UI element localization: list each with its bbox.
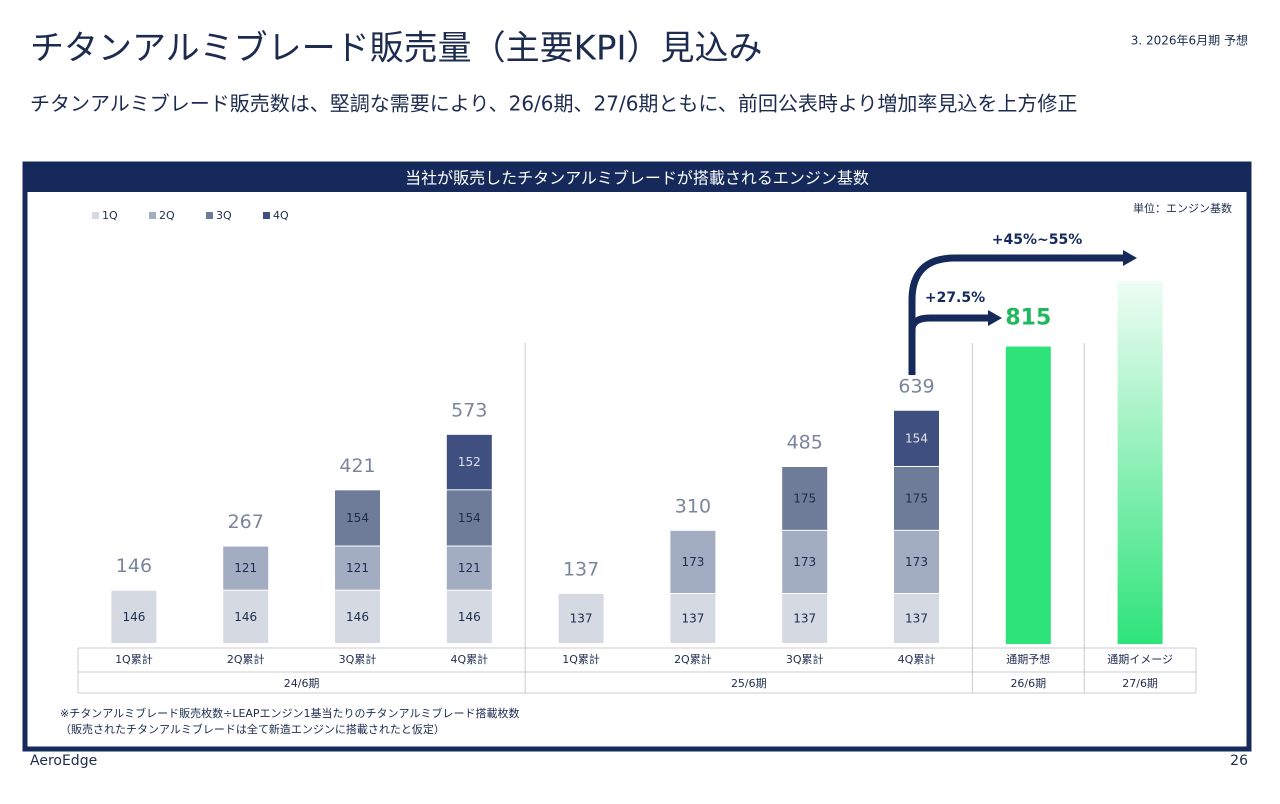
bar-segment (558, 593, 604, 643)
value-label: 152 (458, 455, 481, 469)
bar-segment (894, 410, 939, 466)
bar-segment (446, 490, 492, 546)
bar-segment (446, 434, 492, 490)
bar-segment (894, 466, 939, 530)
value-label: 146 (234, 610, 257, 624)
total-label: 421 (339, 455, 375, 477)
legend-label: 1Q (102, 209, 118, 222)
value-label: 121 (458, 561, 481, 575)
x-tick-label: 3Q累計 (786, 652, 824, 666)
bar-segment (446, 590, 492, 643)
bar-segment (223, 590, 269, 643)
arrow-head (1123, 250, 1137, 266)
value-label: 154 (458, 511, 481, 525)
value-label: 154 (346, 511, 369, 525)
legend-label: 3Q (216, 209, 232, 222)
bar-segment (446, 546, 492, 590)
total-label: 267 (228, 511, 264, 533)
x-tick-label: 1Q累計 (562, 652, 600, 666)
forecast-bar (1005, 346, 1051, 644)
bar-segment (782, 466, 828, 530)
x-tick-label: 通期予想 (1006, 652, 1050, 666)
bar-segment (782, 593, 828, 643)
bar-segment (894, 593, 939, 643)
total-label: 146 (116, 555, 152, 577)
value-label: 137 (681, 611, 704, 625)
x-tick-label: 4Q累計 (450, 652, 488, 666)
forecast-bar (1117, 280, 1163, 644)
bar-segment (335, 590, 380, 643)
section-label: 3. 2026年6月期 予想 (1131, 33, 1248, 48)
footnote: （販売されたチタンアルミブレードは全て新造エンジンに搭載されたと仮定） (60, 722, 445, 736)
group-label: 26/6期 (1010, 677, 1046, 690)
annotation: +45%~55% (992, 232, 1082, 248)
group-label: 27/6期 (1122, 677, 1158, 690)
value-label: 146 (122, 610, 145, 624)
subtitle: チタンアルミブレード販売数は、堅調な需要により、26/6期、27/6期ともに、前… (30, 92, 1077, 116)
value-label: 146 (346, 610, 369, 624)
panel-header (25, 164, 1249, 192)
arrow (908, 254, 1125, 375)
bar-segment (335, 546, 380, 590)
value-label: 146 (458, 610, 481, 624)
legend-swatch (92, 212, 99, 219)
value-label: 173 (905, 555, 928, 569)
legend-label: 4Q (273, 209, 289, 222)
annotation: +27.5% (925, 290, 985, 306)
total-label: 639 (898, 375, 934, 397)
bar-segment (223, 546, 269, 590)
value-label: 137 (793, 611, 816, 625)
value-label: 137 (905, 611, 928, 625)
legend-swatch (149, 212, 156, 219)
total-label: 485 (787, 431, 823, 453)
panel (22, 161, 1252, 752)
value-label: 173 (681, 555, 704, 569)
total-label: 137 (563, 558, 599, 580)
value-label: 121 (346, 561, 369, 575)
footer-company: AeroEdge (30, 753, 97, 769)
group-label: 24/6期 (284, 677, 320, 690)
bar-segment (894, 530, 939, 593)
footnote: ※チタンアルミブレード販売枚数÷LEAPエンジン1基当たりのチタンアルミブレード… (60, 706, 519, 720)
page-number: 26 (1230, 753, 1248, 769)
value-label: 173 (793, 555, 816, 569)
group-label: 25/6期 (731, 677, 767, 690)
total-label: 573 (451, 399, 487, 421)
unit-label: 単位：エンジン基数 (1133, 201, 1232, 215)
arrow-head (988, 310, 1002, 326)
legend-swatch (206, 212, 213, 219)
value-label: 137 (570, 611, 593, 625)
x-tick-label: 2Q累計 (674, 652, 712, 666)
bar-segment (335, 490, 380, 546)
x-tick-label: 2Q累計 (227, 652, 265, 666)
bar-segment (782, 530, 828, 593)
value-label: 121 (234, 561, 257, 575)
value-label: 154 (905, 431, 928, 445)
bar-segment (670, 530, 716, 593)
bar-segment (670, 593, 716, 643)
chart-title: 当社が販売したチタンアルミブレードが搭載されるエンジン基数 (405, 169, 869, 188)
legend-swatch (263, 212, 270, 219)
forecast-label: 815 (1005, 306, 1051, 331)
bar-segment (111, 590, 157, 643)
slide-title: チタンアルミブレード販売量（主要KPI）見込み (30, 29, 763, 69)
legend-label: 2Q (159, 209, 175, 222)
x-tick-label: 通期イメージ (1107, 653, 1173, 666)
value-label: 175 (905, 491, 928, 505)
total-label: 310 (675, 495, 711, 517)
arrow (908, 314, 990, 331)
value-label: 175 (793, 491, 816, 505)
x-tick-label: 3Q累計 (339, 652, 377, 666)
x-tick-label: 4Q累計 (898, 652, 936, 666)
x-tick-label: 1Q累計 (115, 652, 153, 666)
